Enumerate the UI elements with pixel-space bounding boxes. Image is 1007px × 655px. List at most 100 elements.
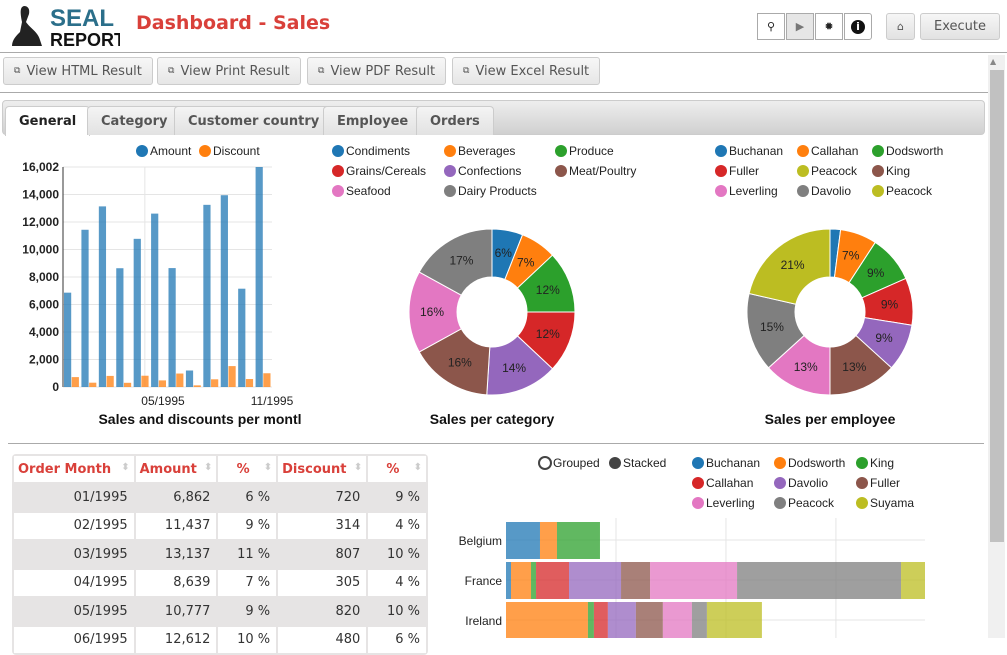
- table-cell: 807: [278, 541, 367, 568]
- play-button[interactable]: ▶: [786, 13, 814, 40]
- slice-label: 13%: [842, 360, 866, 374]
- legend-label: Davolio: [811, 184, 851, 198]
- legend-marker: [774, 497, 786, 509]
- bar-discount: [71, 377, 79, 387]
- legend-marker: [332, 145, 344, 157]
- tab-employee[interactable]: Employee: [323, 106, 423, 135]
- section-divider: [8, 443, 984, 444]
- table-cell: 10 %: [368, 598, 426, 625]
- legend-label: Dodsworth: [788, 456, 845, 470]
- legend-label: Peacock: [788, 496, 835, 510]
- legend-marker: [332, 185, 344, 197]
- pie-slice-peacock: [748, 228, 831, 305]
- legend-label: Confections: [458, 164, 521, 178]
- slice-label: 16%: [420, 305, 444, 319]
- legend-marker: [856, 457, 868, 469]
- bar-amount: [64, 292, 72, 387]
- zoom-icon: ⚲: [766, 20, 776, 33]
- gear-icon: ✹: [824, 20, 834, 33]
- legend-marker: [136, 145, 148, 157]
- scrollbar-thumb[interactable]: [990, 70, 1004, 542]
- bar-segment-leverling: [650, 562, 738, 599]
- table-cell: 13,137: [135, 541, 217, 568]
- table-cell: 6,862: [135, 484, 217, 511]
- slice-label: 9%: [881, 297, 899, 311]
- legend-label: Buchanan: [706, 456, 760, 470]
- legend-label: Fuller: [870, 476, 900, 490]
- bar-amount: [116, 268, 124, 387]
- pie-slice-dairy-products: [418, 228, 493, 296]
- table-cell: 9 %: [368, 484, 426, 511]
- bar-segment-suyama: [901, 562, 925, 599]
- bar-segment-davolio: [607, 602, 636, 638]
- legend-marker: [444, 145, 456, 157]
- bar-amount: [133, 238, 141, 387]
- legend-label: Meat/Poultry: [569, 164, 636, 178]
- scroll-up-arrow-icon[interactable]: ▲: [990, 57, 997, 66]
- bar-segment-suyama: [706, 602, 762, 638]
- bar-amount: [168, 268, 176, 387]
- sort-icon: ⬍: [413, 461, 422, 473]
- seal-report-logo: SEAL REPORT: [12, 5, 120, 48]
- legend-marker: [715, 185, 727, 197]
- column-header[interactable]: Amount ⬍: [135, 456, 217, 482]
- settings-button[interactable]: ✹: [815, 13, 843, 40]
- tab-category[interactable]: Category: [87, 106, 182, 135]
- table-cell: 9 %: [218, 598, 277, 625]
- legend-label: Buchanan: [729, 144, 783, 158]
- info-icon: i: [851, 19, 865, 34]
- table-cell: 4 %: [368, 569, 426, 596]
- table-row: 03/1995 13,137 11 % 807 10 %: [14, 541, 426, 568]
- home-button[interactable]: ⌂: [886, 13, 915, 40]
- view-print-button[interactable]: ⧉ View Print Result: [157, 57, 301, 85]
- execute-button[interactable]: Execute: [920, 13, 1000, 40]
- view-html-button[interactable]: ⧉ View HTML Result: [3, 57, 153, 85]
- legend-marker: [856, 497, 868, 509]
- tab-customer-country[interactable]: Customer country: [174, 106, 334, 135]
- legend-label: Callahan: [811, 144, 858, 158]
- column-header[interactable]: Discount ⬍: [278, 456, 367, 482]
- bar-segment-leverling: [662, 602, 692, 638]
- legend-marker: [609, 457, 621, 469]
- column-header[interactable]: % ⬍: [368, 456, 426, 482]
- zoom-button[interactable]: ⚲: [757, 13, 785, 40]
- bar-segment-dodsworth: [506, 602, 588, 638]
- bar-discount: [176, 373, 184, 387]
- column-header[interactable]: Order Month ⬍: [14, 456, 134, 482]
- bar-discount: [123, 382, 132, 387]
- slice-label: 7%: [517, 255, 535, 269]
- slice-label: 9%: [875, 331, 893, 345]
- tab-general[interactable]: General: [5, 106, 91, 136]
- table-cell: 10,777: [135, 598, 217, 625]
- x-tick-label: 11/1995: [251, 394, 294, 408]
- column-header[interactable]: % ⬍: [218, 456, 277, 482]
- view-excel-button[interactable]: ⧉ View Excel Result: [452, 57, 601, 85]
- legend-label: Leverling: [706, 496, 755, 510]
- tab-orders[interactable]: Orders: [416, 106, 494, 135]
- bar-segment-davolio: [569, 562, 622, 599]
- legend-label: King: [870, 456, 894, 470]
- y-tick-label: 14,000: [22, 188, 59, 202]
- bar-amount: [203, 204, 211, 387]
- y-tick-label: 0: [52, 380, 59, 394]
- legend-marker: [872, 185, 884, 197]
- bar-amount: [255, 167, 263, 387]
- bar-discount: [245, 379, 254, 387]
- table-cell: 04/1995: [14, 569, 134, 596]
- slice-label: 16%: [448, 356, 472, 370]
- bar-amount: [185, 370, 194, 387]
- legend-label: Fuller: [729, 164, 759, 178]
- legend-label: Condiments: [346, 144, 410, 158]
- home-icon: ⌂: [897, 20, 904, 33]
- bar-discount: [263, 373, 271, 387]
- y-tick-label: 10,000: [22, 243, 59, 257]
- bar-discount: [228, 366, 236, 387]
- legend-marker: [538, 456, 552, 470]
- info-button[interactable]: i: [844, 13, 872, 40]
- table-row: 04/1995 8,639 7 % 305 4 %: [14, 569, 426, 596]
- bar-segment-buchanan: [506, 562, 512, 599]
- chart-title: Sales per category: [430, 411, 555, 427]
- table-cell: 11 %: [218, 541, 277, 568]
- view-pdf-button[interactable]: ⧉ View PDF Result: [307, 57, 447, 85]
- y-tick-label: 2,000: [29, 353, 59, 367]
